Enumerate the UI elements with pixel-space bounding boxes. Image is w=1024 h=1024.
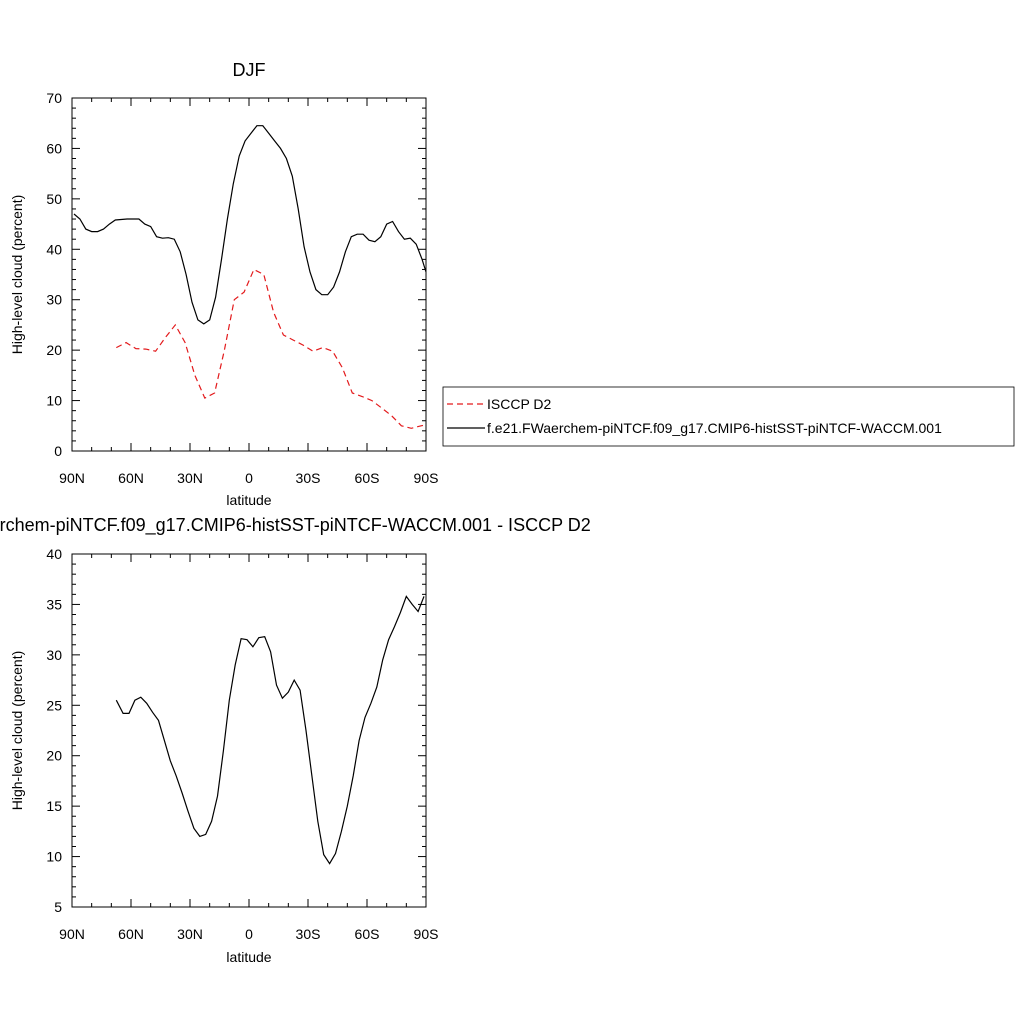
y-tick-label: 15 [46, 798, 62, 814]
x-tick-label: 60S [355, 470, 380, 486]
y-tick-label: 50 [46, 191, 62, 207]
x-tick-label: 90S [414, 926, 439, 942]
x-axis-label: latitude [226, 492, 271, 508]
legend-label: f.e21.FWaerchem-piNTCF.f09_g17.CMIP6-his… [487, 420, 942, 436]
x-tick-label: 60S [355, 926, 380, 942]
x-tick-label: 30S [296, 926, 321, 942]
y-tick-label: 30 [46, 292, 62, 308]
panel-top: 90N 60N 30N 0 30S 60S 90S 0 10 20 30 40 50 60 70 DJF lat… [9, 60, 438, 508]
y-tick-label: 10 [46, 393, 62, 409]
x-tick-label: 90S [414, 470, 439, 486]
y-tick-label: 35 [46, 596, 62, 612]
x-tick-label: 60N [118, 470, 144, 486]
series-line-model [73, 125, 427, 325]
x-tick-label: 90N [59, 926, 85, 942]
y-tick-label: 0 [54, 443, 62, 459]
y-tick-label: 70 [46, 90, 62, 106]
x-tick-label: 30S [296, 470, 321, 486]
chart-title: f.e21.FWaerchem-piNTCF.f09_g17.CMIP6-his… [0, 515, 591, 536]
legend-box [442, 386, 1015, 447]
plot-frame [71, 553, 427, 908]
series-line-model [115, 595, 425, 865]
x-tick-label: 0 [245, 926, 253, 942]
legend: ISCCP D2 f.e21.FWaerchem-piNTCF.f09_g17.C… [442, 386, 1015, 447]
x-tick-label: 30N [177, 926, 203, 942]
y-axis-label: High-level cloud (percent) [9, 651, 25, 811]
y-tick-label: 25 [46, 697, 62, 713]
panel-bottom: 90N 60N 30N 0 30S 60S 90S 5 10 15 20 25 30 35 40 f.e21.… [0, 515, 591, 965]
y-tick-label: 40 [46, 546, 62, 562]
y-tick-label: 20 [46, 748, 62, 764]
y-axis-label: High-level cloud (percent) [9, 195, 25, 355]
series-line-isccp-d2 [116, 268, 427, 429]
y-tick-label: 20 [46, 342, 62, 358]
x-axis-label: latitude [226, 949, 271, 965]
x-tick-label: 90N [59, 470, 85, 486]
y-tick-label: 30 [46, 647, 62, 663]
y-tick-label: 10 [46, 849, 62, 865]
y-tick-label: 60 [46, 140, 62, 156]
x-tick-label: 60N [118, 926, 144, 942]
legend-label: ISCCP D2 [487, 396, 552, 412]
y-tick-label: 5 [54, 899, 62, 915]
chart-title: DJF [233, 60, 266, 80]
x-tick-label: 0 [245, 470, 253, 486]
y-tick-label: 40 [46, 241, 62, 257]
plot-frame [71, 97, 427, 452]
x-tick-label: 30N [177, 470, 203, 486]
